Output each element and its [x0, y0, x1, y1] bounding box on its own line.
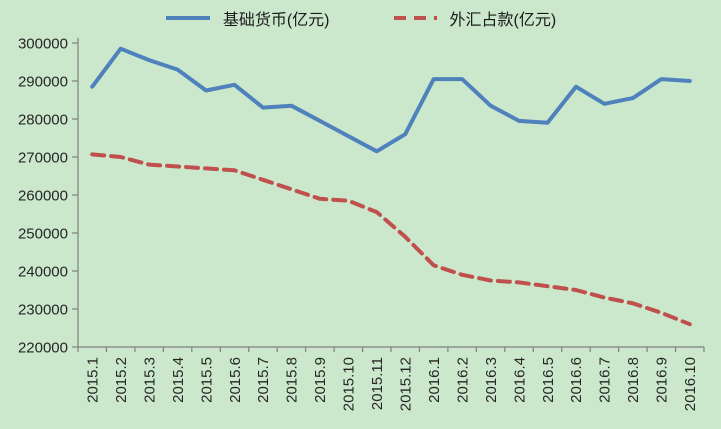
legend-label-fx-deposits: 外汇占款(亿元): [449, 12, 557, 29]
y-axis-tick-label: 300000: [18, 35, 68, 52]
x-axis-tick-label: 2016.6: [568, 357, 585, 403]
legend-label-base-money: 基础货币(亿元): [222, 12, 330, 29]
x-axis-tick-label: 2015.5: [198, 357, 215, 403]
x-axis-tick-label: 2016.3: [483, 357, 500, 403]
x-axis-tick-label: 2015.4: [170, 357, 187, 403]
x-axis-tick-label: 2016.8: [625, 357, 642, 403]
x-axis-tick-label: 2015.9: [312, 357, 329, 403]
x-axis-tick-label: 2016.9: [654, 357, 671, 403]
x-axis-tick-label: 2016.4: [511, 357, 528, 403]
y-axis-tick-label: 240000: [18, 263, 68, 280]
legend: 基础货币(亿元) 外汇占款(亿元): [0, 6, 721, 30]
y-axis-tick-label: 230000: [18, 301, 68, 318]
series-line-base-money: [90, 46, 692, 154]
y-axis-tick-label: 290000: [18, 73, 68, 90]
dashed-line-swatch-icon: [393, 16, 437, 20]
x-axis-tick-label: 2015.6: [227, 357, 244, 403]
series-line-fx-deposits: [90, 152, 692, 327]
y-axis-tick-label: 250000: [18, 225, 68, 242]
y-axis-tick-label: 220000: [18, 339, 68, 356]
x-axis-tick-label: 2015.12: [397, 357, 414, 411]
legend-item-fx-deposits: 外汇占款(亿元): [392, 6, 557, 30]
x-axis-tick-label: 2015.7: [255, 357, 272, 403]
x-axis-tick-label: 2015.11: [369, 357, 386, 410]
x-axis-tick-label: 2016.5: [540, 357, 557, 403]
x-axis-tick-label: 2015.2: [113, 357, 130, 403]
x-axis-tick-label: 2015.1: [84, 357, 101, 403]
y-axis-tick-label: 270000: [18, 149, 68, 166]
x-axis-tick-label: 2016.1: [426, 357, 443, 403]
y-axis-tick-label: 260000: [18, 187, 68, 204]
legend-item-base-money: 基础货币(亿元): [165, 6, 330, 30]
x-axis-tick-label: 2016.2: [454, 357, 471, 403]
x-axis-tick-label: 2015.3: [141, 357, 158, 403]
solid-line-swatch-icon: [165, 16, 210, 20]
x-axis-tick-label: 2015.10: [341, 357, 358, 411]
x-axis-tick-label: 2016.10: [682, 357, 699, 411]
x-axis-tick-label: 2015.8: [284, 357, 301, 403]
x-axis-tick-label: 2016.7: [597, 357, 614, 403]
y-axis-tick-label: 280000: [18, 111, 68, 128]
